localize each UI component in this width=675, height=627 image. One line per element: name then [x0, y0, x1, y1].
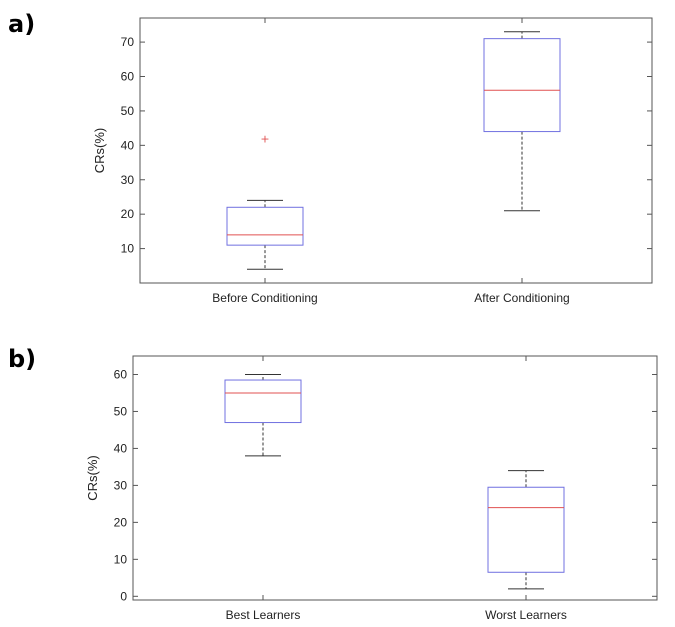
box-iqr — [487, 486, 565, 573]
outlier-marker: + — [260, 132, 269, 145]
y-tick-label: 30 — [114, 478, 128, 492]
y-tick-label: 50 — [114, 404, 128, 418]
y-tick-label: 60 — [114, 367, 128, 381]
y-tick-label: 10 — [114, 552, 128, 566]
x-tick-label: After Conditioning — [474, 291, 569, 305]
plot-frame — [139, 17, 653, 284]
chart-panel-a: 10 20 30 40 50 60 70 CRs(%) Before Conditioning +… — [92, 17, 653, 305]
y-tick-label: 10 — [121, 242, 135, 256]
box-iqr — [224, 379, 302, 424]
y-tick-label: 60 — [121, 70, 135, 84]
x-tick-label: Before Conditioning — [212, 291, 317, 305]
y-tick-label: 50 — [121, 104, 135, 118]
y-tick-label: 40 — [114, 441, 128, 455]
panel-label-a: a) — [8, 10, 36, 38]
y-tick-label: 20 — [121, 207, 135, 221]
plot-frame — [132, 355, 658, 601]
y-tick-label: 40 — [121, 138, 135, 152]
y-axis-title: CRs(%) — [85, 455, 100, 501]
y-tick-label: 70 — [121, 35, 135, 49]
y-tick-label: 0 — [120, 589, 127, 603]
x-tick-label: Best Learners — [226, 608, 301, 622]
x-tick-label: Worst Learners — [485, 608, 567, 622]
panel-label-b: b) — [8, 345, 37, 373]
y-tick-label: 20 — [114, 515, 128, 529]
box-iqr — [483, 38, 561, 133]
y-tick-label: 30 — [121, 173, 135, 187]
chart-panel-b: 0 10 20 30 40 50 60 CRs(%) Best Learners Worst Le… — [85, 355, 658, 622]
y-axis-title: CRs(%) — [92, 128, 107, 174]
box-iqr — [226, 206, 304, 246]
